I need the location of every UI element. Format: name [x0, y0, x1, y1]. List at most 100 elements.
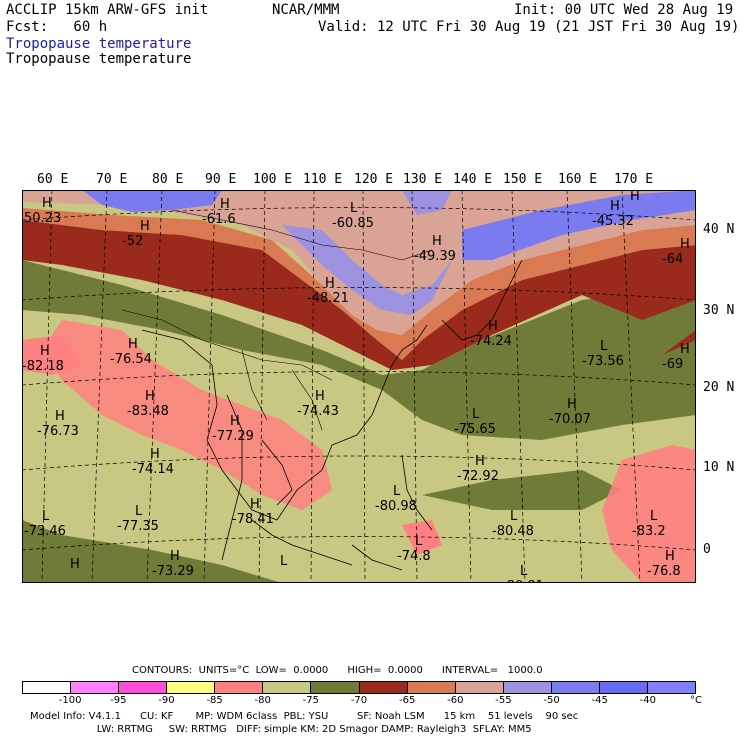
extremum-marker: H — [567, 397, 577, 412]
extremum-value: -77.29 — [212, 429, 254, 444]
colorbar — [22, 681, 696, 694]
latlon-grid — [22, 190, 696, 583]
extremum-marker: H — [488, 319, 498, 334]
extremum-marker: L — [510, 509, 518, 524]
extremum-marker: H — [230, 414, 240, 429]
extremum-value: -73.46 — [24, 524, 66, 539]
lon-label: 170 E — [614, 172, 654, 187]
model-title: ACCLIP 15km ARW-GFS init — [6, 2, 209, 18]
model-info-line1: Model Info: V4.1.1 CU: KF MP: WDM 6class… — [30, 711, 579, 722]
colorbar-label: -75 — [302, 695, 320, 706]
extremum-value: -73.56 — [582, 354, 624, 369]
cold-patch-arabia — [22, 335, 82, 375]
lavender-tongue — [282, 225, 452, 315]
extremum-value: -83.48 — [127, 404, 169, 419]
cold-patch-southasia — [42, 320, 332, 510]
extremum-marker: H — [128, 337, 138, 352]
lat-label: 0 — [703, 542, 711, 557]
colorbar-label: -65 — [398, 695, 416, 706]
colorbar-label: -40 — [639, 695, 657, 706]
extremum-marker: L — [472, 407, 480, 422]
colorbar-label: -45 — [591, 695, 608, 706]
lon-label: 130 E — [403, 172, 443, 187]
extremum-marker: L — [393, 484, 401, 499]
field-title-blue: Tropopause temperature — [6, 36, 192, 52]
extremum-marker: H — [40, 344, 50, 359]
extremum-value: -74.8 — [397, 549, 431, 564]
lon-label: 70 E — [96, 172, 128, 187]
extremum-marker: H — [432, 234, 442, 249]
lon-label: 120 E — [354, 172, 394, 187]
valid-time: Valid: 12 UTC Fri 30 Aug 19 (21 JST Fri … — [318, 19, 740, 35]
extremum-marker: H — [680, 342, 690, 357]
lon-label: 150 E — [503, 172, 543, 187]
colorbar-swatch — [551, 682, 600, 693]
extremum-marker: H — [170, 549, 180, 564]
lat-label: 10 N — [703, 460, 735, 475]
extremum-marker: H — [55, 409, 65, 424]
extremum-value: -64 — [662, 252, 683, 267]
colorbar-label: -100 — [58, 695, 82, 706]
extremum-marker: H — [220, 197, 230, 212]
orange-band — [22, 208, 696, 360]
extremum-value: -78.41 — [232, 512, 274, 527]
extremum-marker: L — [650, 509, 658, 524]
extremum-marker: H — [475, 454, 485, 469]
extremum-value: -76.73 — [37, 424, 79, 439]
extremum-marker: H — [70, 557, 80, 572]
model-info-line2: LW: RRTMG SW: RRTMG DIFF: simple KM: 2D … — [30, 724, 532, 735]
colorbar-swatch — [455, 682, 504, 693]
cold-patch-philippines — [402, 520, 442, 555]
extremum-value: -76.54 — [110, 352, 152, 367]
colorbar-swatch — [311, 682, 360, 693]
colorbar-label: -60 — [447, 695, 464, 706]
lon-label: 100 E — [253, 172, 293, 187]
colorbar-swatch — [119, 682, 168, 693]
extremum-value: 50.23 — [24, 211, 61, 226]
extremum-value: -60.85 — [332, 216, 374, 231]
coastlines — [141, 259, 523, 571]
colorbar-swatch — [599, 682, 649, 693]
extremum-value: -82.18 — [22, 359, 64, 374]
extremum-value: -76.8 — [647, 564, 681, 579]
lon-label: 90 E — [205, 172, 237, 187]
center-name: NCAR/MMM — [272, 2, 340, 18]
extremum-value: -70.07 — [549, 412, 591, 427]
colorbar-swatch — [359, 682, 408, 693]
olive-mid-band — [22, 260, 696, 440]
colorbar-label: -55 — [495, 695, 512, 706]
colorbar-swatch — [215, 682, 264, 693]
extremum-value: -74.24 — [470, 334, 512, 349]
extrema-labels: H50.23H-61.6H-52L-60.85H-49.39H-45.32H-6… — [22, 190, 690, 583]
extremum-value: -80.98 — [375, 499, 417, 514]
extremum-marker: L — [350, 201, 358, 216]
extremum-value: -49.39 — [414, 249, 456, 264]
extremum-marker: L — [42, 509, 50, 524]
extremum-value: -73.29 — [152, 564, 194, 579]
extremum-value: -52 — [122, 234, 143, 249]
extremum-marker: H — [680, 237, 690, 252]
lon-label: 80 E — [152, 172, 184, 187]
extremum-value: -45.32 — [592, 214, 634, 229]
extremum-marker: H — [250, 497, 260, 512]
extremum-marker: H — [325, 276, 335, 291]
extremum-value: -61.6 — [202, 212, 236, 227]
colorbar-swatch — [23, 682, 72, 693]
lat-label: 20 N — [703, 380, 735, 395]
colorbar-label: -95 — [110, 695, 127, 706]
lon-label: 140 E — [453, 172, 493, 187]
colorbar-swatch — [71, 682, 120, 693]
extremum-value: -74.43 — [297, 404, 339, 419]
extremum-marker: H — [665, 549, 675, 564]
colorbar-swatch — [167, 682, 216, 693]
extremum-marker: H — [140, 219, 150, 234]
extremum-marker: H — [145, 389, 155, 404]
extremum-value: -83.2 — [632, 524, 666, 539]
colorbar-label: °C — [690, 695, 702, 706]
extremum-marker: L — [135, 504, 143, 519]
extremum-marker: H — [610, 199, 620, 214]
colorbar-swatch — [648, 682, 696, 693]
forecast-hour: Fcst: 60 h — [6, 19, 108, 35]
extremum-marker: L — [280, 554, 288, 569]
contours-info: CONTOURS: UNITS=°C LOW= 0.0000 HIGH= 0.0… — [132, 665, 543, 676]
